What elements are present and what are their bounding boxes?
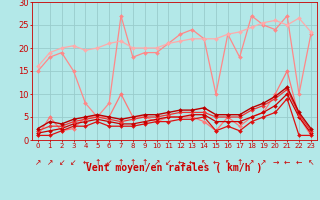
Text: ↙: ↙ <box>165 158 172 167</box>
Text: ←: ← <box>82 158 89 167</box>
Text: ↖: ↖ <box>201 158 207 167</box>
Text: ↑: ↑ <box>118 158 124 167</box>
Text: ↖: ↖ <box>225 158 231 167</box>
Text: ↑: ↑ <box>94 158 100 167</box>
Text: ↑: ↑ <box>141 158 148 167</box>
Text: ↗: ↗ <box>35 158 41 167</box>
Text: ←: ← <box>189 158 196 167</box>
Text: ↙: ↙ <box>106 158 112 167</box>
Text: ↑: ↑ <box>236 158 243 167</box>
Text: ↗: ↗ <box>248 158 255 167</box>
Text: ↙: ↙ <box>59 158 65 167</box>
Text: →: → <box>272 158 278 167</box>
X-axis label: Vent moyen/en rafales ( km/h ): Vent moyen/en rafales ( km/h ) <box>86 163 262 173</box>
Text: ↗: ↗ <box>153 158 160 167</box>
Text: ↖: ↖ <box>308 158 314 167</box>
Text: ←: ← <box>177 158 184 167</box>
Text: ↑: ↑ <box>130 158 136 167</box>
Text: ↗: ↗ <box>47 158 53 167</box>
Text: ↙: ↙ <box>70 158 77 167</box>
Text: ←: ← <box>296 158 302 167</box>
Text: ←: ← <box>284 158 290 167</box>
Text: ↗: ↗ <box>260 158 267 167</box>
Text: ←: ← <box>213 158 219 167</box>
